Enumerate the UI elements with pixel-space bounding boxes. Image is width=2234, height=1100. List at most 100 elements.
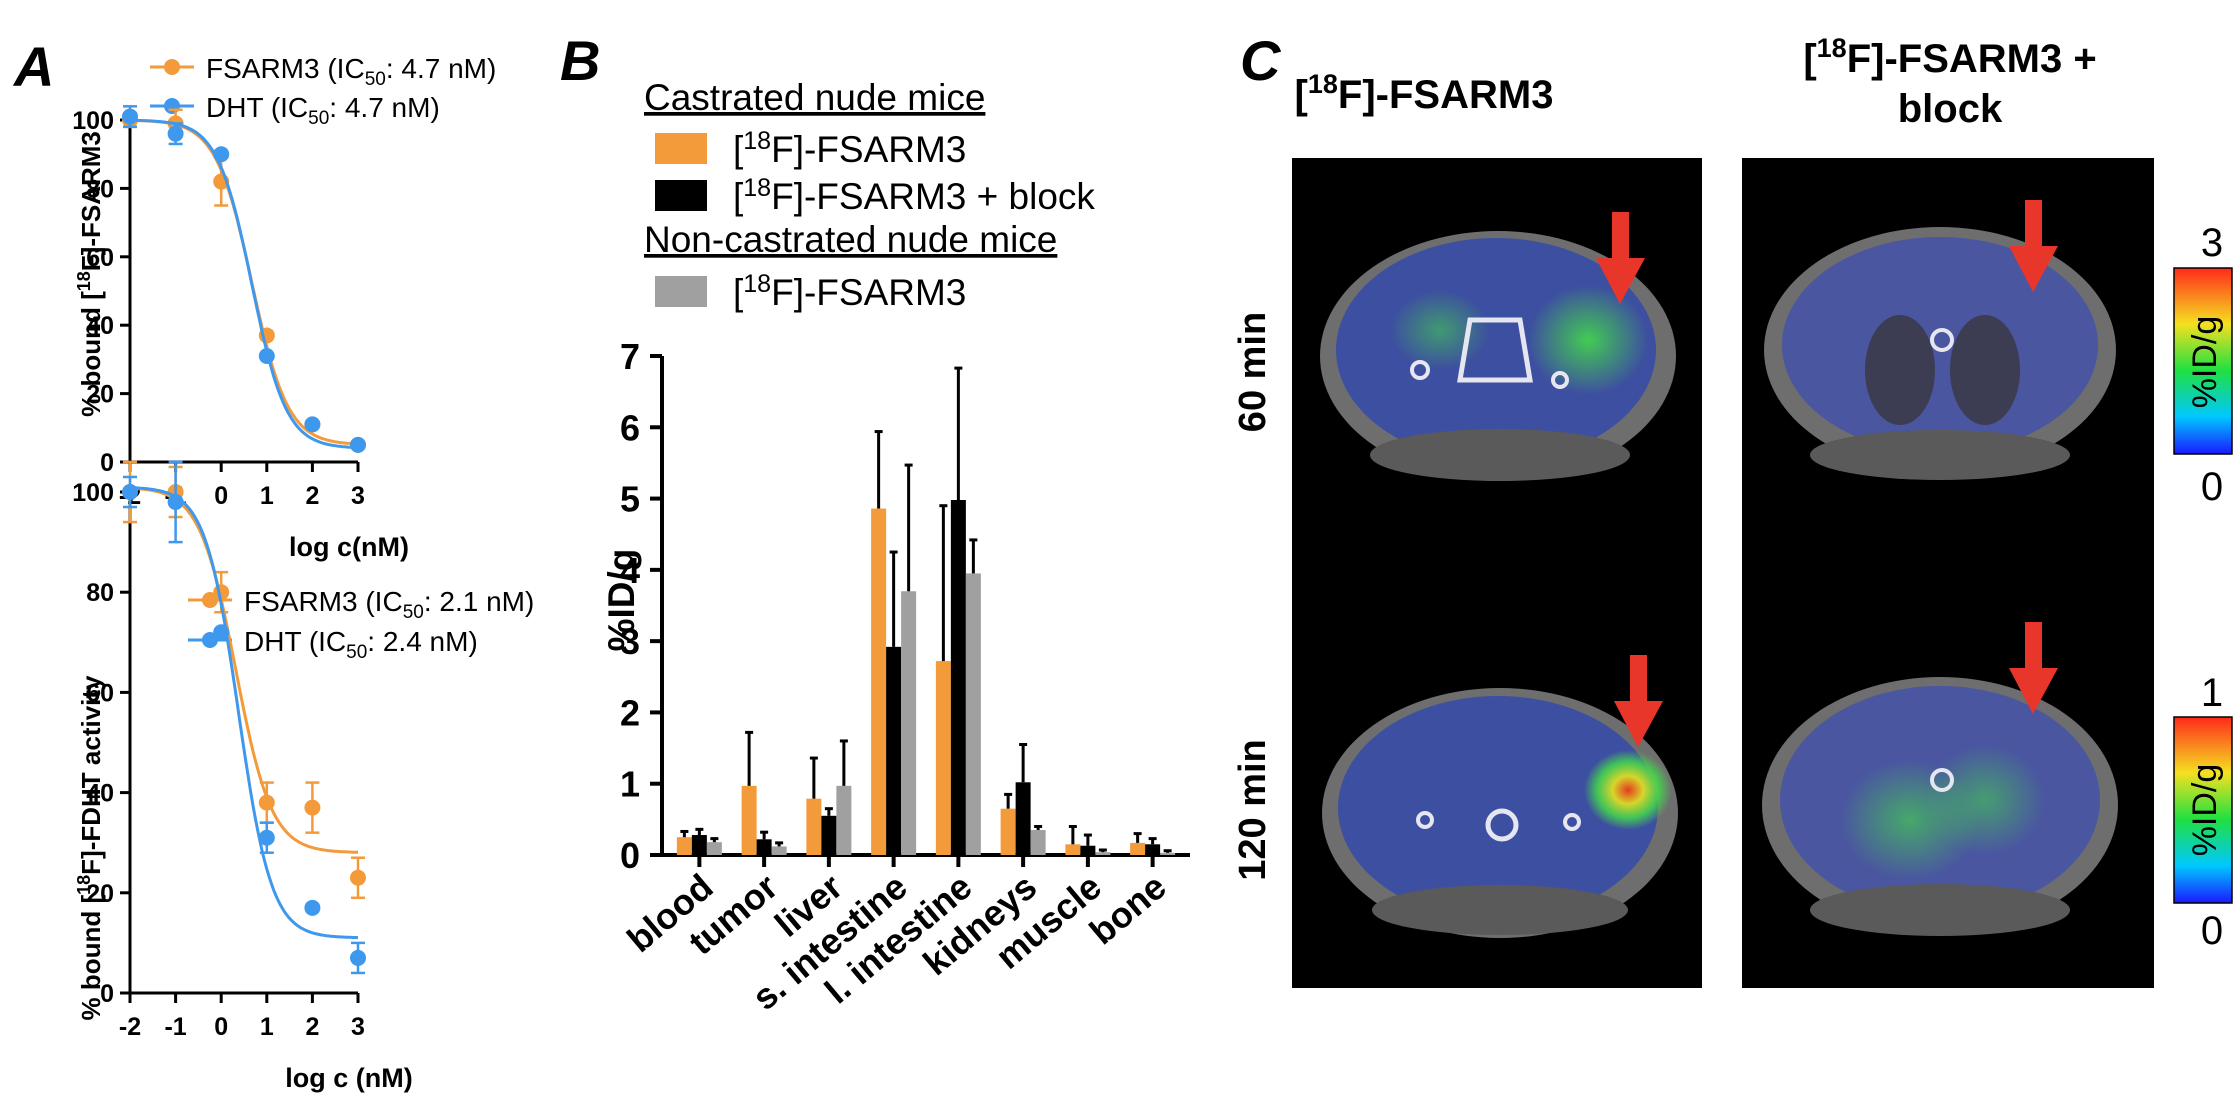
data-point (213, 624, 230, 641)
fit-curve-fsarm3 (130, 118, 359, 446)
legend-entry-dht: DHT (IC50: 4.7 nM) (150, 92, 440, 129)
colorbar-unit: %ID/g (2186, 316, 2224, 409)
y-tick-label: 60 (86, 679, 114, 707)
legend-group-title-castrated: Castrated nude mice (644, 77, 985, 118)
y-tick-label: 1 (620, 764, 640, 805)
bar (771, 846, 787, 855)
data-point (122, 484, 138, 500)
legend-entry-fsarm3: FSARM3 (IC50: 4.7 nM) (150, 53, 496, 90)
y-tick-label: 4 (620, 550, 640, 591)
legend-label: FSARM3 (IC50: 4.7 nM) (206, 53, 496, 90)
y-tick-label: 2 (620, 692, 640, 733)
y-tick-label: 5 (620, 479, 640, 520)
panel-a-top-chart: FSARM3 (IC50: 4.7 nM) DHT (IC50: 4.7 nM)… (72, 53, 496, 562)
legend: Castrated nude mice [18F]-FSARM3 [18F]-F… (644, 77, 1095, 313)
legend-swatch (655, 180, 707, 211)
y-tick-label: 100 (72, 479, 114, 507)
legend-swatch (655, 276, 707, 307)
data-point (258, 347, 275, 364)
bar (1145, 844, 1161, 855)
bar (871, 508, 887, 855)
arrow-icon (2009, 200, 2058, 292)
data-point (304, 899, 321, 916)
y-tick-label: 80 (86, 579, 114, 607)
legend-marker (202, 592, 218, 608)
pet-image-120min-fsarm3 (1322, 688, 1678, 938)
legend-swatch (655, 133, 707, 164)
bar (901, 591, 917, 855)
pet-image-120min-block (1762, 677, 2118, 936)
data-point (122, 108, 138, 125)
legend-label-fsarm3-noncastrated: [18F]-FSARM3 (733, 270, 966, 313)
colorbar-min: 0 (2201, 465, 2223, 509)
y-tick-label: 80 (86, 175, 114, 203)
arrow-icon (1596, 212, 1645, 304)
x-tick-label: 0 (214, 482, 228, 510)
x-tick-label: 2 (305, 482, 319, 510)
y-tick-label: 6 (620, 407, 640, 448)
y-tick-label: 20 (86, 381, 114, 409)
bar (741, 785, 757, 855)
panel-b-bar-chart: Castrated nude mice [18F]-FSARM3 [18F]-F… (601, 77, 1190, 1018)
data-point (304, 416, 321, 433)
row-label-120min: 120 min (1232, 739, 1274, 881)
data-point (350, 436, 366, 453)
legend-label-fsarm3-block: [18F]-FSARM3 + block (733, 174, 1095, 217)
legend-marker (164, 98, 180, 114)
x-tick-label: -2 (119, 1013, 141, 1041)
y-tick-label: 40 (86, 312, 114, 340)
legend-label: FSARM3 (IC50: 2.1 nM) (244, 586, 534, 623)
y-tick-label: 0 (100, 449, 114, 477)
x-tick-label: 3 (351, 482, 365, 510)
arrow-icon (1614, 655, 1663, 747)
y-tick-label: 7 (620, 336, 640, 377)
data-point (258, 794, 275, 811)
col-title-block-line2: block (1898, 87, 2003, 131)
col-title-fsarm3: [18F]-FSARM3 (1295, 69, 1554, 117)
arrow-icon (2009, 622, 2058, 714)
x-tick-label: 3 (351, 1013, 365, 1041)
panel-a-bottom-chart: FSARM3 (IC50: 2.1 nM) DHT (IC50: 2.4 nM)… (72, 460, 534, 1093)
y-tick-label: 60 (86, 244, 114, 272)
legend-marker (164, 59, 180, 75)
colorbar-max: 3 (2201, 221, 2223, 265)
bar (706, 842, 722, 855)
x-tick-label: -1 (164, 1013, 186, 1041)
colorbar-60min: 3 %ID/g 0 (2173, 221, 2233, 509)
fit-curve-dht (129, 486, 359, 940)
colorbar-120min: 1 %ID/g 0 (2173, 671, 2233, 953)
y-tick-label: 40 (86, 780, 114, 808)
bar (1000, 808, 1016, 855)
bar (806, 798, 822, 855)
y-axis-label: % bound [18F]-FSARM3 (74, 131, 106, 417)
y-tick-label: 0 (620, 835, 640, 876)
y-tick-label: 3 (620, 621, 640, 662)
bar (1080, 845, 1096, 855)
bar (1095, 852, 1111, 855)
fit-curve-fsarm3 (129, 486, 358, 854)
bar (935, 661, 951, 855)
colorbar-unit: %ID/g (2186, 764, 2224, 857)
y-tick-label: 100 (72, 107, 114, 135)
colorbar-max: 1 (2201, 671, 2223, 715)
x-tick-label: 1 (260, 1013, 274, 1041)
legend-label: DHT (IC50: 2.4 nM) (244, 626, 478, 663)
bar (1160, 852, 1176, 855)
data-point (304, 799, 321, 816)
legend-group-title-noncastrated: Non-castrated nude mice (644, 219, 1057, 260)
data-point (350, 869, 366, 886)
legend-entry-fsarm3: FSARM3 (IC50: 2.1 nM) (188, 586, 534, 623)
panel-c-pet-images: [18F]-FSARM3 [18F]-FSARM3 + block 60 min… (1232, 33, 2233, 988)
legend-marker (202, 632, 218, 648)
panel-label-c: C (1240, 29, 1282, 92)
x-axis-label: log c (nM) (285, 1063, 412, 1093)
bar (676, 837, 692, 855)
y-tick-label: 20 (86, 880, 114, 908)
bar (836, 785, 852, 855)
fit-curve-dht (130, 118, 359, 450)
bar (1030, 830, 1046, 855)
y-axis-label: %ID/g (601, 549, 642, 652)
row-label-60min: 60 min (1232, 312, 1274, 432)
x-tick-label: 2 (305, 1013, 319, 1041)
